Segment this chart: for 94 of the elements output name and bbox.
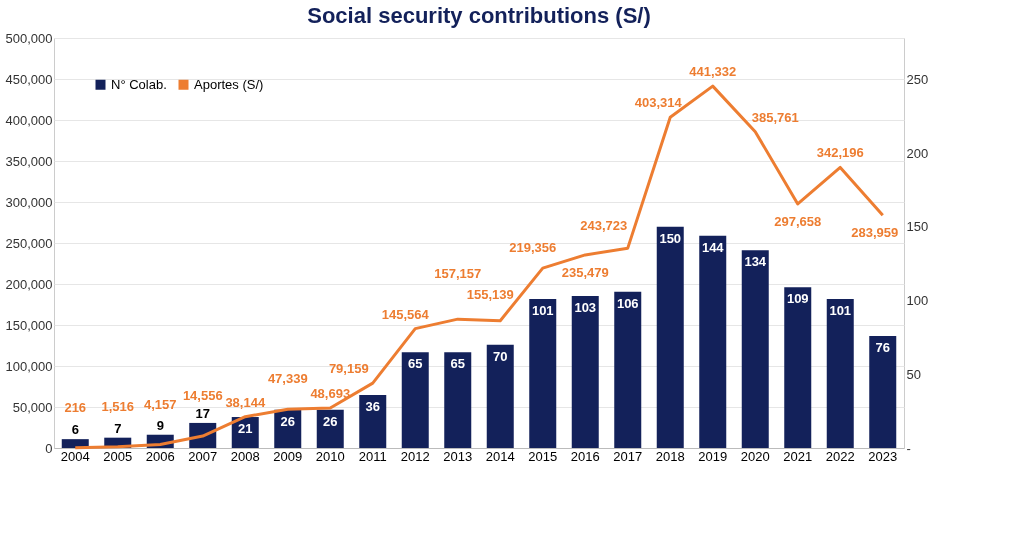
x-tick-label: 2018: [655, 448, 685, 464]
data-label: 134: [744, 254, 767, 270]
legend-label: Aportes (S/): [194, 76, 264, 92]
y2-tick-label: 250: [906, 71, 929, 87]
x-tick-label: 2005: [103, 448, 133, 464]
x-tick-label: 2010: [315, 448, 345, 464]
data-label: 65: [450, 356, 465, 372]
data-label: 103: [574, 300, 597, 316]
data-label: 283,959: [851, 225, 899, 241]
bar: [359, 394, 387, 448]
data-label: 9: [156, 417, 164, 433]
x-tick-label: 2023: [868, 448, 898, 464]
x-tick-label: 2013: [443, 448, 473, 464]
x-tick-label: 2011: [358, 448, 387, 464]
bar: [741, 250, 769, 448]
bar: [614, 291, 642, 448]
data-label: 216: [64, 399, 87, 415]
x-tick-label: 2009: [273, 448, 303, 464]
bar: [486, 344, 514, 448]
x-tick-label: 2020: [740, 448, 770, 464]
x-tick-label: 2022: [825, 448, 855, 464]
y2-tick-label: 200: [906, 145, 929, 161]
x-tick-label: 2021: [783, 448, 813, 464]
x-tick-label: 2017: [613, 448, 643, 464]
data-label: 14,556: [182, 388, 223, 404]
chart-title: Social security contributions (S/): [307, 3, 651, 28]
data-label: 70: [493, 348, 508, 364]
bar: [869, 335, 897, 448]
y2-tick-label: 100: [906, 293, 929, 309]
y-tick-label: 350,000: [5, 153, 53, 169]
data-label: 36: [365, 398, 380, 414]
y-tick-label: 200,000: [5, 276, 53, 292]
data-label: 101: [531, 303, 554, 319]
data-label: 385,761: [751, 109, 799, 125]
y-tick-label: 500,000: [5, 30, 53, 46]
data-label: 441,332: [689, 64, 737, 80]
bar: [529, 299, 557, 448]
data-label: 7: [114, 420, 122, 436]
y-tick-label: 0: [45, 440, 53, 456]
bar: [656, 226, 684, 448]
data-label: 79,159: [328, 361, 369, 377]
data-label: 150: [659, 230, 682, 246]
bar: [784, 287, 812, 448]
bar: [571, 296, 599, 448]
data-label: 4,157: [143, 396, 177, 412]
data-label: 47,339: [267, 371, 308, 387]
bar: [444, 352, 472, 448]
data-label: 145,564: [381, 306, 430, 322]
y2-tick-label: 50: [906, 366, 921, 382]
x-tick-label: 2015: [528, 448, 558, 464]
y-tick-label: 400,000: [5, 112, 53, 128]
data-label: 144: [701, 239, 725, 255]
data-label: 157,157: [434, 266, 482, 282]
data-label: 342,196: [816, 145, 864, 161]
y-tick-label: 50,000: [12, 399, 53, 415]
x-tick-label: 2019: [698, 448, 728, 464]
bar: [316, 409, 344, 448]
legend-label: N° Colab.: [111, 76, 167, 92]
data-label: 48,693: [310, 386, 351, 402]
data-label: 1,516: [101, 398, 135, 414]
data-label: 26: [280, 413, 295, 429]
data-label: 21: [238, 421, 253, 437]
data-label: 6: [71, 422, 79, 438]
x-tick-label: 2004: [60, 448, 90, 464]
data-label: 65: [408, 356, 423, 372]
data-label: 155,139: [466, 286, 514, 302]
data-label: 76: [875, 339, 890, 355]
bar: [699, 235, 727, 448]
y2-tick-label: 150: [906, 219, 929, 235]
x-tick-label: 2006: [145, 448, 175, 464]
y-tick-label: 300,000: [5, 194, 53, 210]
y-tick-label: 100,000: [5, 358, 53, 374]
y-tick-label: 150,000: [5, 317, 53, 333]
data-label: 17: [195, 405, 210, 421]
data-label: 106: [616, 295, 639, 311]
data-label: 38,144: [225, 394, 266, 410]
bar: [401, 352, 429, 448]
data-label: 101: [829, 303, 852, 319]
x-tick-label: 2008: [230, 448, 260, 464]
data-label: 403,314: [634, 95, 683, 111]
data-label: 219,356: [509, 240, 557, 256]
data-label: 109: [786, 291, 809, 307]
x-tick-label: 2012: [400, 448, 430, 464]
y-tick-label: 250,000: [5, 235, 53, 251]
y2-tick-label: -: [906, 440, 911, 456]
y-tick-label: 450,000: [5, 71, 53, 87]
x-tick-label: 2016: [570, 448, 600, 464]
data-label: 26: [323, 413, 338, 429]
x-tick-label: 2007: [188, 448, 218, 464]
x-tick-label: 2014: [485, 448, 515, 464]
bar: [826, 299, 854, 448]
data-label: 235,479: [561, 264, 609, 280]
data-label: 297,658: [774, 213, 822, 229]
data-label: 243,723: [580, 218, 628, 234]
